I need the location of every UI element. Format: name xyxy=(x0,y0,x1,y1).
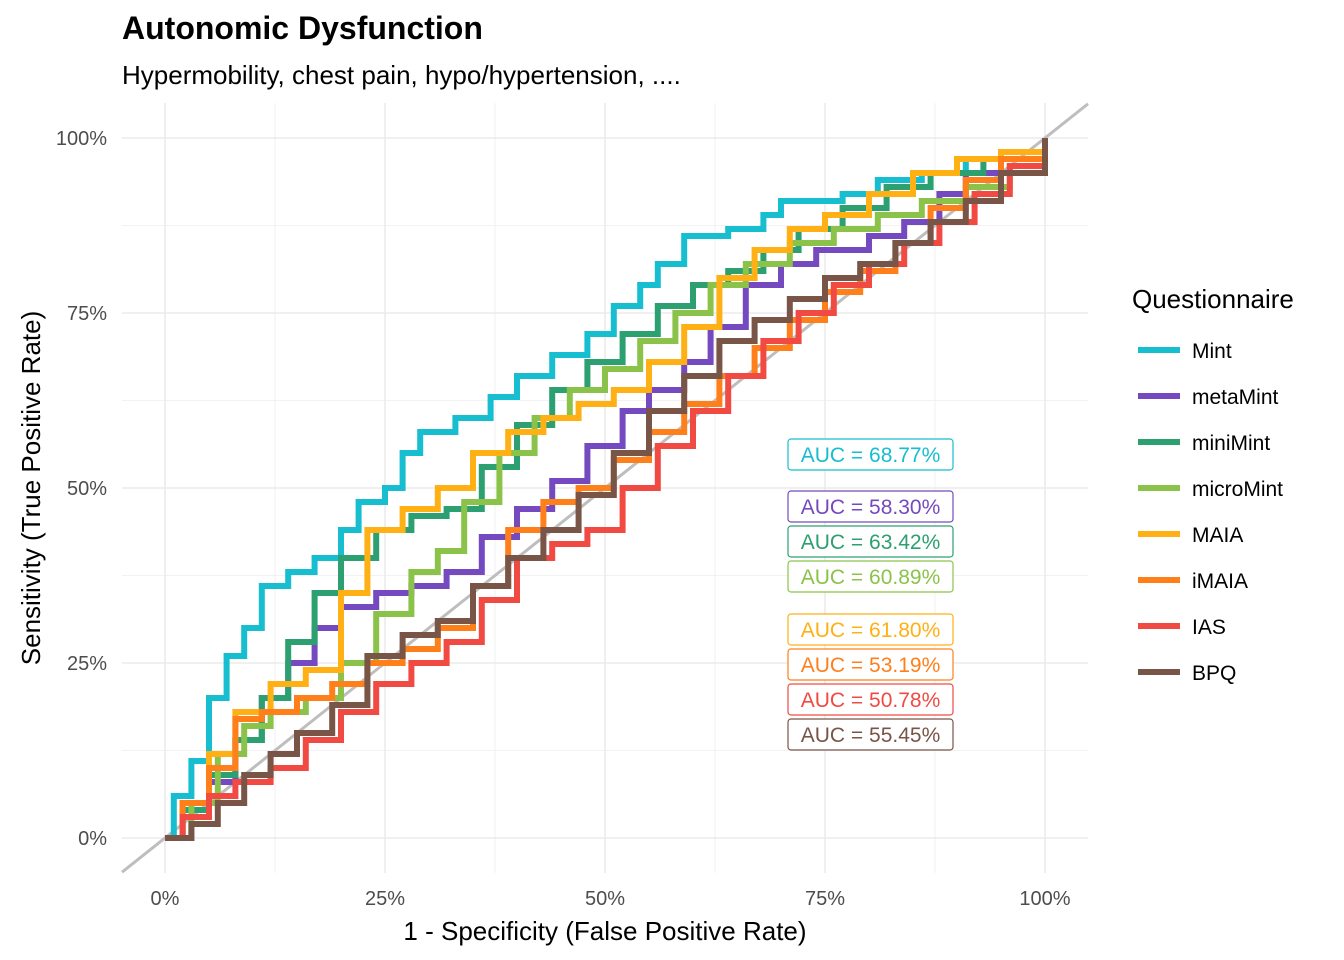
x-tick-label: 25% xyxy=(365,888,405,910)
legend-item-mint: Mint xyxy=(1138,340,1232,363)
auc-label-bpq: AUC = 55.45% xyxy=(787,718,954,751)
auc-label-maia: AUC = 61.80% xyxy=(787,613,954,646)
auc-label-text: AUC = 53.19% xyxy=(801,654,941,677)
auc-label-box xyxy=(787,683,954,716)
series-lines xyxy=(165,138,1048,841)
auc-label-box xyxy=(787,438,954,471)
legend-label: miniMint xyxy=(1192,432,1270,455)
series-line-mint xyxy=(165,138,1048,841)
auc-label-box xyxy=(787,718,954,751)
legend-label: metaMint xyxy=(1192,386,1279,409)
auc-label-text: AUC = 60.89% xyxy=(801,566,941,589)
auc-label-text: AUC = 55.45% xyxy=(801,724,941,747)
legend-label: iMAIA xyxy=(1192,570,1248,593)
auc-label-text: AUC = 50.78% xyxy=(801,689,941,712)
auc-label-text: AUC = 68.77% xyxy=(801,444,941,467)
x-axis-label: 1 - Specificity (False Positive Rate) xyxy=(403,916,806,946)
y-tick-label: 50% xyxy=(67,478,107,500)
chart-title: Autonomic Dysfunction xyxy=(122,10,483,46)
auc-label-minimint: AUC = 63.42% xyxy=(787,525,954,558)
auc-label-text: AUC = 63.42% xyxy=(801,531,941,554)
series-line-bpq xyxy=(165,138,1048,841)
legend-item-bpq: BPQ xyxy=(1138,662,1236,685)
auc-label-text: AUC = 58.30% xyxy=(801,496,941,519)
y-tick-label: 100% xyxy=(56,128,107,150)
auc-label-box xyxy=(787,560,954,593)
legend-title: Questionnaire xyxy=(1132,284,1294,314)
legend-label: microMint xyxy=(1192,478,1283,501)
y-axis-ticks: 0% 25% 50% 75% 100% xyxy=(56,128,107,850)
legend: Questionnaire Mint metaMint miniMint microM… xyxy=(1132,284,1294,685)
legend-label: BPQ xyxy=(1192,662,1236,685)
auc-label-mint: AUC = 68.77% xyxy=(787,438,954,471)
auc-label-box xyxy=(787,525,954,558)
legend-label: IAS xyxy=(1192,616,1226,639)
y-tick-label: 75% xyxy=(67,303,107,325)
auc-label-metamint: AUC = 58.30% xyxy=(787,490,954,523)
legend-item-minimint: miniMint xyxy=(1138,432,1270,455)
legend-label: Mint xyxy=(1192,340,1232,363)
series-line-ias xyxy=(165,138,1048,841)
auc-label-box xyxy=(787,648,954,681)
auc-labels: AUC = 68.77% AUC = 58.30% AUC = 63.42% AUC … xyxy=(787,438,954,751)
y-tick-label: 0% xyxy=(78,828,107,850)
series-line-maia xyxy=(165,138,1048,841)
legend-label: MAIA xyxy=(1192,524,1243,547)
auc-label-imaia: AUC = 53.19% xyxy=(787,648,954,681)
chart-subtitle: Hypermobility, chest pain, hypo/hyperten… xyxy=(122,60,681,90)
auc-label-micromint: AUC = 60.89% xyxy=(787,560,954,593)
auc-label-text: AUC = 61.80% xyxy=(801,619,941,642)
x-tick-label: 100% xyxy=(1019,888,1070,910)
x-tick-label: 50% xyxy=(585,888,625,910)
x-tick-label: 0% xyxy=(151,888,180,910)
legend-item-micromint: microMint xyxy=(1138,478,1283,501)
y-axis-label: Sensitivity (True Positive Rate) xyxy=(16,311,46,665)
x-axis-ticks: 0% 25% 50% 75% 100% xyxy=(151,888,1071,910)
legend-item-imaia: iMAIA xyxy=(1138,570,1248,593)
y-tick-label: 25% xyxy=(67,653,107,675)
legend-item-metamint: metaMint xyxy=(1138,386,1279,409)
auc-label-ias: AUC = 50.78% xyxy=(787,683,954,716)
legend-item-ias: IAS xyxy=(1138,616,1226,639)
x-tick-label: 75% xyxy=(805,888,845,910)
legend-item-maia: MAIA xyxy=(1138,524,1243,547)
auc-label-box xyxy=(787,613,954,646)
auc-label-box xyxy=(787,490,954,523)
